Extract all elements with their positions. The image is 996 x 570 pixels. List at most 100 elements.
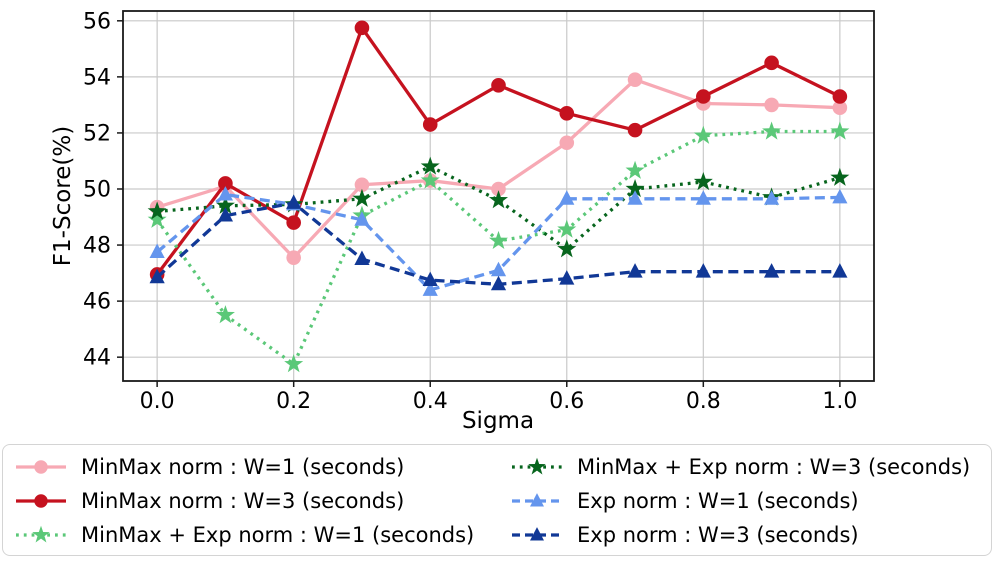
star-marker-icon [625,178,645,198]
star-marker-icon [830,167,850,186]
triangle-marker-icon [627,263,643,278]
x-tick-label: 1.0 [822,389,857,414]
star-marker-icon [420,156,440,175]
x-tick-label: 0.0 [140,389,175,414]
series-1 [149,20,848,282]
circle-marker-icon [354,177,370,193]
triangle-marker-icon [695,190,711,205]
triangle-marker-icon [832,188,848,204]
triangle-marker-icon [422,281,438,296]
line-chart: 0.0 0.2 0.4 0.6 0.8 1.0 44 46 48 50 52 54 56 F1-Scor… [50,9,875,434]
triangle-marker-icon [559,190,575,205]
circle-marker-icon [422,117,438,132]
circle-marker-icon [218,176,233,191]
y-tick-label: 50 [83,177,111,202]
legend-item: Exp norm : W=3 (seconds) [499,518,991,552]
circle-marker-icon [34,494,48,508]
series-layer [147,20,850,373]
circle-marker-icon [559,106,575,121]
circle-marker-icon [559,135,575,151]
star-marker-icon [32,525,50,543]
circle-marker-icon [491,181,506,197]
series-2 [147,121,850,373]
triangle-marker-icon [832,263,848,278]
x-tick-label: 0.6 [549,389,584,414]
star-marker-icon [215,305,235,324]
triangle-marker-icon [490,261,507,277]
legend-label: MinMax + Exp norm : W=1 (seconds) [81,522,475,547]
circle-marker-icon [832,100,848,116]
star-marker-icon [420,170,440,189]
y-tick-label: 54 [83,65,111,90]
triangle-marker-icon [422,271,438,287]
star-marker-icon [557,219,577,238]
plot-border [122,10,875,382]
x-tick-label: 0.8 [686,389,721,414]
legend-column-2: MinMax + Exp norm : W=3 (seconds) Exp nor… [499,450,991,555]
legend-item: Exp norm : W=1 (seconds) [499,484,991,518]
legend-swatch [16,460,66,474]
triangle-marker-icon [286,194,302,209]
star-marker-icon [557,239,577,258]
star-marker-icon [625,160,645,179]
legend-label: MinMax norm : W=1 (seconds) [81,454,405,479]
y-tick-label: 48 [83,234,111,259]
star-marker-icon [488,230,509,249]
triangle-marker-icon [354,250,370,265]
x-tick-label: 0.2 [276,389,311,414]
legend-label: MinMax + Exp norm : W=3 (seconds) [577,454,971,479]
circle-marker-icon [764,55,779,71]
star-marker-icon [147,201,167,220]
y-tick-label: 44 [83,346,111,371]
star-marker-icon [693,125,713,144]
triangle-marker-icon [627,190,643,205]
triangle-marker-icon [149,243,165,258]
legend-swatch [512,457,562,475]
star-marker-icon [528,457,546,475]
triangle-marker-icon [530,527,544,541]
y-axis-label: F1-Score(%) [50,126,76,266]
series-5 [149,194,848,291]
legend-swatch [16,525,66,543]
triangle-marker-icon [490,275,507,291]
star-marker-icon [693,171,713,191]
legend-item: MinMax norm : W=3 (seconds) [3,484,499,518]
circle-marker-icon [286,250,301,265]
triangle-marker-icon [559,270,575,285]
legend-item: MinMax + Exp norm : W=1 (seconds) [3,518,499,552]
circle-marker-icon [354,20,370,36]
x-tick-label: 0.4 [413,389,448,414]
star-marker-icon [762,121,782,140]
circle-marker-icon [491,77,506,93]
star-marker-icon [488,190,509,209]
triangle-marker-icon [763,190,780,205]
circle-marker-icon [627,122,643,138]
triangle-marker-icon [354,211,370,226]
y-tick-label: 52 [83,121,111,146]
triangle-marker-icon [695,263,711,278]
circle-marker-icon [286,215,301,230]
triangle-marker-icon [530,493,544,507]
triangle-marker-icon [217,207,234,222]
legend-item: MinMax + Exp norm : W=3 (seconds) [499,450,991,484]
legend: MinMax norm : W=1 (seconds) MinMax norm :… [2,444,992,556]
star-marker-icon [215,195,235,214]
star-marker-icon [284,354,304,373]
circle-marker-icon [764,97,779,113]
star-marker-icon [352,188,372,207]
circle-marker-icon [696,89,711,104]
triangle-marker-icon [763,263,780,278]
legend-label: MinMax norm : W=3 (seconds) [81,488,405,513]
circle-marker-icon [34,460,48,474]
legend-label: Exp norm : W=1 (seconds) [577,488,859,513]
legend-swatch [512,493,562,507]
triangle-marker-icon [217,186,234,201]
axis-layer: 0.0 0.2 0.4 0.6 0.8 1.0 44 46 48 50 52 54 56 [83,9,875,414]
legend-label: Exp norm : W=3 (seconds) [577,522,859,547]
triangle-marker-icon [149,268,165,284]
star-marker-icon [147,209,167,228]
legend-column-1: MinMax norm : W=1 (seconds) MinMax norm :… [3,450,499,555]
y-tick-label: 46 [83,290,111,315]
series-line [155,129,840,367]
